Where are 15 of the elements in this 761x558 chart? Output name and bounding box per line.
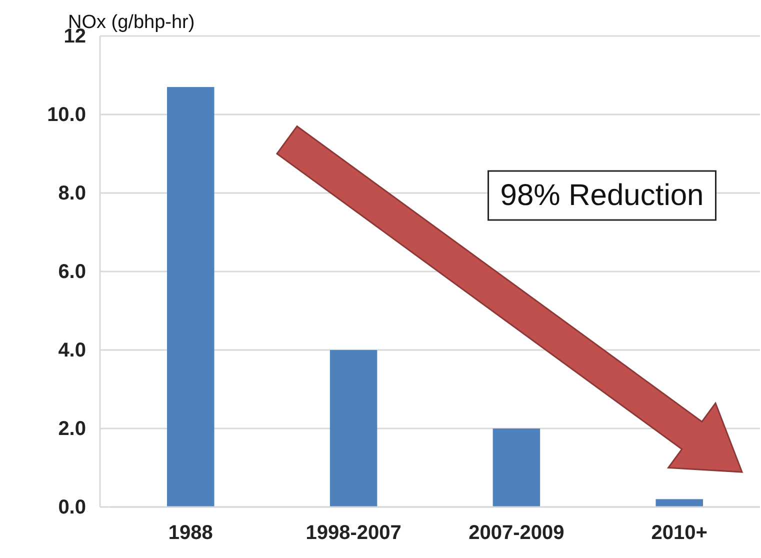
y-tick-label: 8.0 [58, 182, 86, 204]
x-tick-label: 2010+ [651, 522, 708, 544]
y-tick-label: 6.0 [58, 260, 86, 283]
y-tick-label: 0.0 [58, 496, 86, 518]
bar [656, 499, 703, 507]
x-tick-label: 2007-2009 [468, 522, 564, 544]
y-tick-label: 10.0 [47, 104, 86, 126]
bar [167, 87, 214, 507]
bar [492, 428, 540, 507]
x-tick-label: 1988 [168, 522, 213, 544]
x-tick-label: 1998-2007 [306, 522, 402, 544]
annotation: 98% Reduction [500, 179, 704, 212]
bar [330, 350, 378, 507]
y-tick-label: 2.0 [58, 418, 86, 440]
y-tick-label: 4.0 [58, 339, 86, 362]
